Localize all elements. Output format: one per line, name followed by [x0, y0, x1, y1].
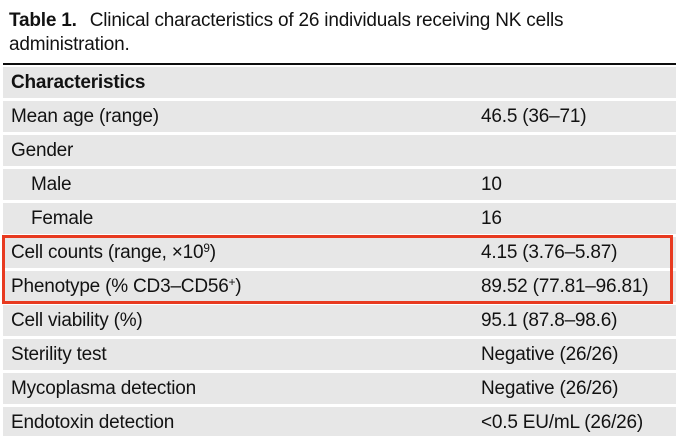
row-label-text: Female — [31, 207, 94, 229]
row-label-text: Mean age (range) — [11, 105, 159, 127]
table-caption-text-line2: administration. — [9, 34, 130, 55]
table-header-row: Characteristics — [3, 67, 676, 98]
row-label-text: Cell viability (%) — [11, 309, 143, 331]
row-label-text: Cell counts (range, ×10 — [11, 241, 204, 263]
row-label: Female — [3, 208, 481, 230]
row-label-text: Phenotype (% CD3–CD56 — [11, 275, 229, 297]
row-value: <0.5 EU/mL (26/26) — [481, 411, 644, 433]
table-row: Mean age (range) 46.5 (36–71) — [3, 101, 676, 132]
table-row: Sterility test Negative (26/26) — [3, 339, 676, 370]
row-label: Cell viability (%) — [3, 310, 481, 332]
table-row: Mycoplasma detection Negative (26/26) — [3, 373, 676, 404]
table-caption: Table 1. Clinical characteristics of 26 i… — [0, 0, 679, 57]
row-label-text: Endotoxin detection — [11, 411, 175, 433]
table-top-rule — [3, 63, 676, 65]
table-caption-label: Table 1. — [9, 10, 77, 31]
row-label-text: ) — [209, 241, 216, 263]
row-value: 95.1 (87.8–98.6) — [481, 309, 618, 331]
table-header-label: Characteristics — [11, 71, 146, 93]
table-row: Female 16 — [3, 203, 676, 234]
highlight-group: Cell counts (range, ×109) 4.15 (3.76–5.87… — [2, 235, 676, 304]
table-row: Endotoxin detection <0.5 EU/mL (26/26) — [3, 407, 676, 436]
row-label: Sterility test — [3, 344, 481, 366]
row-value: Negative (26/26) — [481, 377, 619, 399]
table-caption-text-line1: Clinical characteristics of 26 individua… — [89, 10, 564, 31]
row-label-text: Male — [31, 173, 72, 195]
row-value: 16 — [481, 207, 502, 229]
row-label: Endotoxin detection — [3, 412, 481, 434]
row-label-text: Gender — [11, 139, 74, 161]
clinical-characteristics-table: Characteristics Mean age (range) 46.5 (36… — [2, 63, 676, 436]
row-label: Gender — [3, 140, 481, 162]
row-label-text: Mycoplasma detection — [11, 377, 197, 399]
row-value: Negative (26/26) — [481, 343, 619, 365]
row-label: Mycoplasma detection — [3, 378, 481, 400]
table-row: Cell counts (range, ×109) 4.15 (3.76–5.87… — [3, 237, 676, 268]
table-rows: Mean age (range) 46.5 (36–71) Gender Male 10… — [2, 101, 676, 436]
row-label: Phenotype (% CD3–CD56+) — [3, 276, 481, 298]
row-label-superscript: 9 — [203, 242, 210, 256]
table-row: Phenotype (% CD3–CD56+) 89.52 (77.81–96.8… — [3, 271, 676, 302]
row-label-text: Sterility test — [11, 343, 107, 365]
table-row: Gender — [3, 135, 676, 166]
row-label: Male — [3, 174, 481, 196]
row-label-superscript: + — [228, 276, 236, 290]
row-label: Mean age (range) — [3, 106, 481, 128]
row-value: 46.5 (36–71) — [481, 105, 587, 127]
row-label: Cell counts (range, ×109) — [3, 242, 481, 264]
row-value: 89.52 (77.81–96.81) — [481, 275, 649, 297]
row-label-text: ) — [235, 275, 242, 297]
row-value: 4.15 (3.76–5.87) — [481, 241, 618, 263]
table-row: Cell viability (%) 95.1 (87.8–98.6) — [3, 305, 676, 336]
table-row: Male 10 — [3, 169, 676, 200]
row-value: 10 — [481, 173, 502, 195]
